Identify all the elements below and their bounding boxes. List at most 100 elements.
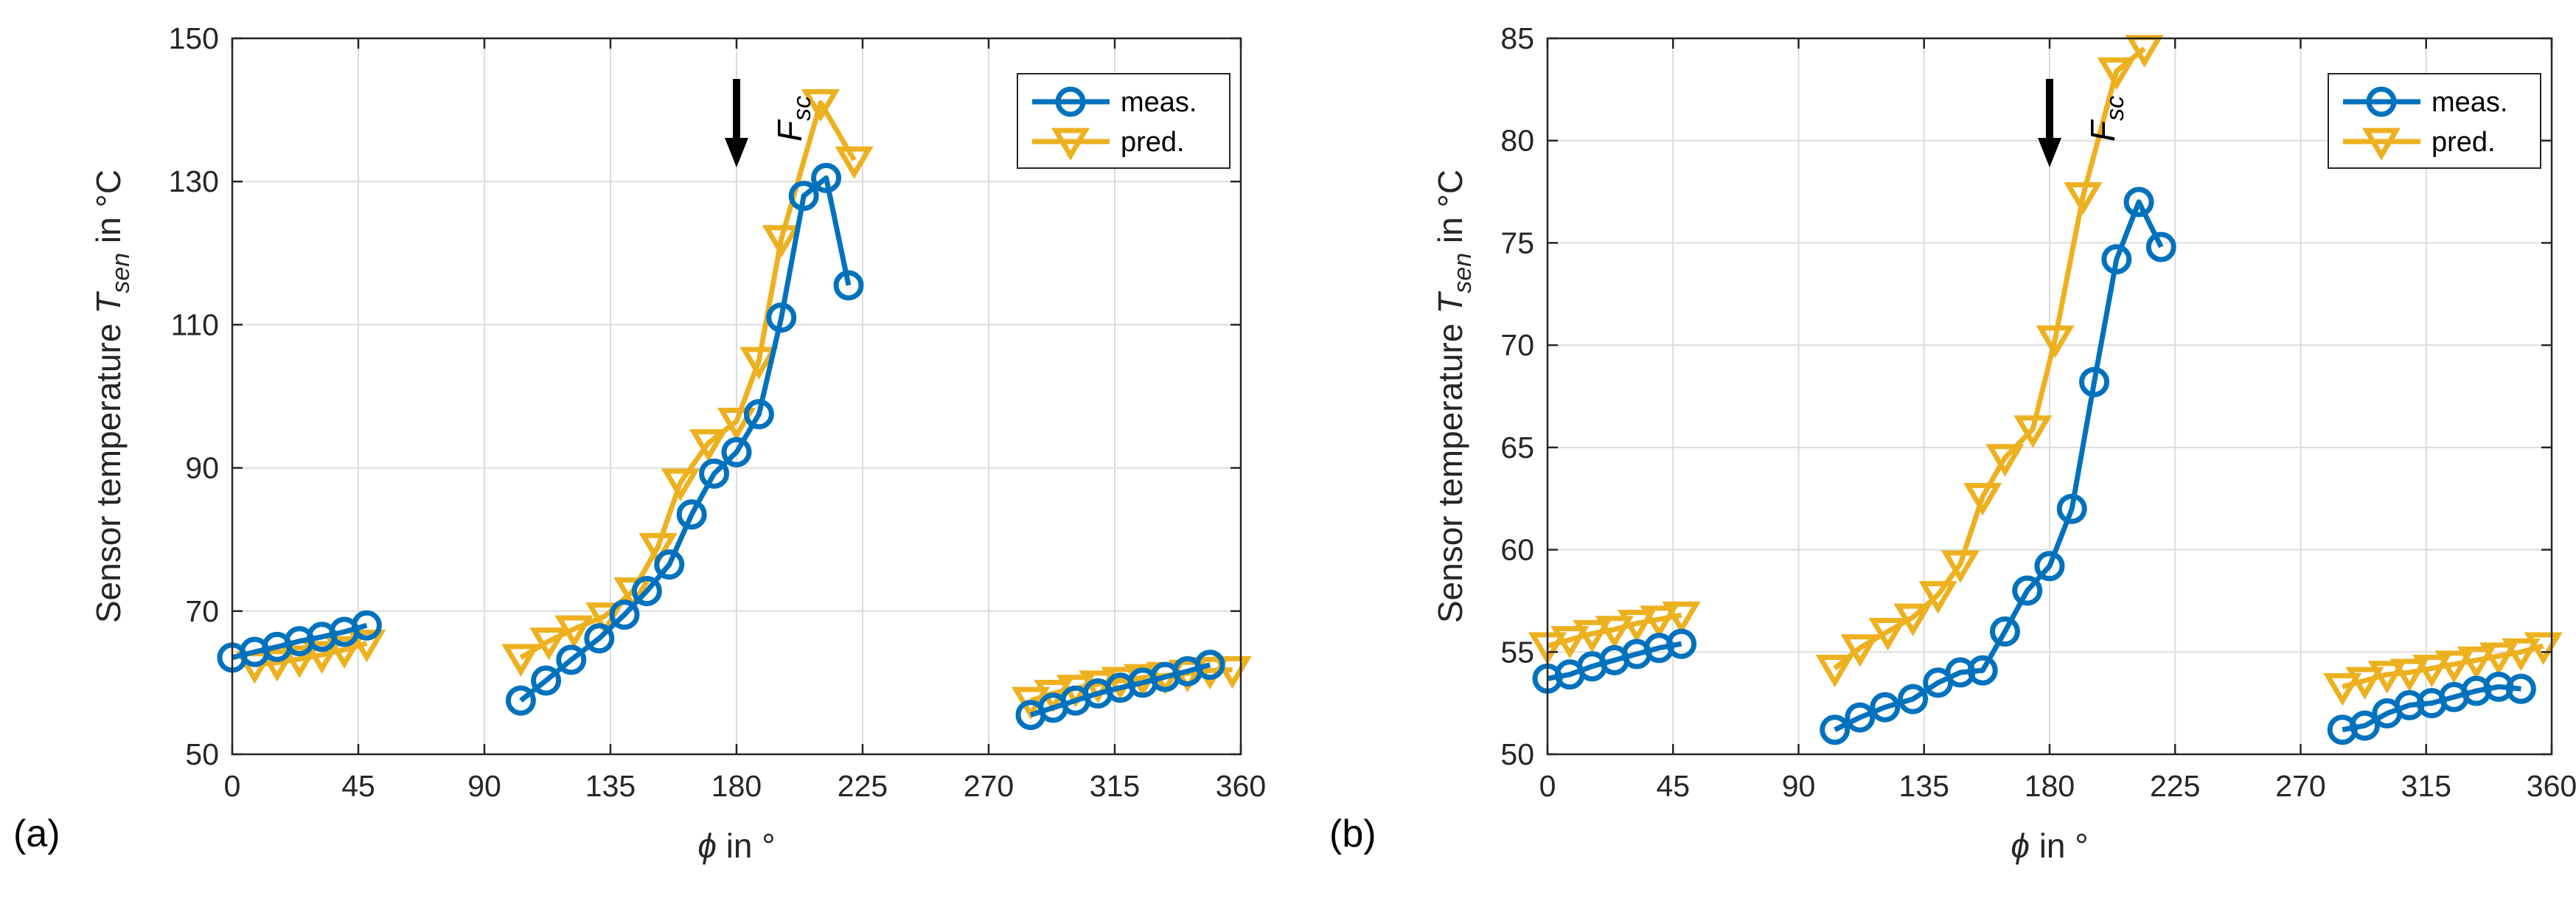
y-tick-label: 55 — [1500, 635, 1534, 669]
x-tick-label: 0 — [224, 769, 241, 803]
data-b — [1528, 35, 2563, 745]
data-a — [217, 88, 1252, 731]
data-point-pred — [801, 88, 840, 122]
y-tick-label: 50 — [1500, 737, 1534, 771]
data-point-pred — [2097, 57, 2136, 91]
legend-swatch-marker — [1051, 128, 1090, 161]
chart-panel-b: 0 45 90 135 180 225 270 315 3605055606570758085 … — [1329, 21, 2576, 865]
data-point-meas — [631, 576, 662, 607]
data-point-meas — [811, 162, 842, 193]
data-point-pred — [1550, 626, 1590, 659]
y-axis-label-b: Sensor temperature Tsen in °C — [1431, 170, 1477, 623]
y-tick-label: 90 — [185, 451, 219, 485]
data-point-pred — [2524, 632, 2563, 665]
series-meas-line-0 — [232, 622, 368, 661]
data-point-meas — [2012, 575, 2043, 606]
legend-label-meas-a: meas. — [1121, 87, 1197, 118]
data-point-pred — [1840, 634, 1879, 667]
data-point-meas — [556, 644, 587, 675]
series-meas-line-1 — [519, 175, 852, 703]
data-point-pred — [1893, 603, 1932, 637]
y-tick-label: 130 — [169, 164, 219, 198]
data-point-pred — [1940, 550, 1980, 583]
data-point-meas — [743, 399, 774, 430]
data-point-meas — [1870, 692, 1901, 723]
x-tick-label: 225 — [2150, 769, 2200, 803]
panel-label-a: (a) — [13, 813, 60, 855]
x-tick-label: 180 — [711, 769, 762, 803]
x-tick-label: 270 — [2275, 769, 2325, 803]
legend-swatch-marker — [2361, 128, 2401, 161]
data-point-pred — [1595, 616, 1634, 649]
data-point-pred — [529, 627, 568, 661]
y-tick-label: 75 — [1500, 226, 1534, 260]
ticks-a: 0 45 90 135 180 225 270 315 360 50 70 90 110 130 150 — [169, 21, 1267, 803]
data-point-pred — [1617, 609, 1657, 643]
data-point-meas — [1845, 702, 1876, 733]
series-meas-line-0 — [1547, 641, 1682, 681]
data-point-pred — [2502, 638, 2541, 672]
data-point-pred — [324, 636, 364, 669]
down-arrow-icon — [725, 79, 748, 167]
data-point-meas — [1820, 714, 1851, 745]
x-tick-label: 315 — [2401, 769, 2451, 803]
data-point-pred — [280, 645, 319, 678]
data-point-meas — [654, 549, 685, 580]
data-point-pred — [2367, 661, 2406, 694]
data-point-meas — [609, 599, 640, 630]
data-point-pred — [2323, 672, 2362, 706]
data-point-pred — [1213, 655, 1252, 689]
legend-label-pred-b: pred. — [2431, 127, 2496, 158]
series-pred-line-0 — [1547, 612, 1682, 649]
data-point-pred — [2345, 667, 2384, 700]
data-point-pred — [1815, 654, 1854, 688]
y-tick-label: 150 — [169, 21, 219, 55]
data-point-pred — [739, 347, 779, 380]
y-tick-label: 110 — [171, 307, 219, 341]
data-point-pred — [1868, 618, 1907, 651]
data-point-meas — [833, 270, 864, 301]
x-tick-label: 180 — [2025, 769, 2075, 803]
x-tick-label: 90 — [467, 769, 501, 803]
legend-a: meas. pred. — [1017, 73, 1230, 169]
data-point-meas — [676, 499, 707, 530]
data-point-pred — [1963, 482, 2002, 516]
series-pred-line-1 — [1833, 46, 2146, 671]
ticks-b: 0 45 90 135 180 225 270 315 360 50 55 60 65 70 75 80 85 — [1500, 21, 2576, 803]
x-tick-label: 315 — [1090, 769, 1140, 803]
y-tick-label: 65 — [1500, 431, 1534, 465]
down-arrow-icon — [2038, 79, 2061, 167]
legend-label-meas-b: meas. — [2431, 87, 2507, 118]
legend-item-meas-a: meas. — [1032, 86, 1197, 118]
series-meas-line-2 — [2342, 683, 2521, 733]
data-point-pred — [1918, 581, 1957, 614]
y-tick-label: 70 — [185, 594, 219, 628]
y-axis-label-a: Sensor temperature Tsen in °C — [89, 170, 135, 623]
x-tick-label: 360 — [2527, 769, 2576, 803]
data-point-meas — [531, 665, 562, 696]
data-point-pred — [2013, 415, 2053, 448]
data-point-pred — [2036, 325, 2075, 358]
data-point-meas — [1898, 683, 1929, 714]
data-point-pred — [613, 577, 652, 610]
data-point-pred — [2434, 650, 2474, 683]
fsc-label-a: Fsc — [770, 96, 816, 142]
data-point-pred — [661, 468, 700, 501]
data-point-pred — [257, 649, 296, 682]
data-point-pred — [638, 532, 678, 566]
data-point-pred — [2457, 646, 2496, 680]
data-point-meas — [2056, 493, 2087, 524]
data-point-meas — [505, 685, 536, 716]
fsc-label-b: Fsc — [2084, 96, 2129, 142]
data-point-pred — [2389, 658, 2429, 692]
data-point-meas — [2034, 551, 2065, 582]
data-point-pred — [302, 641, 341, 674]
data-point-pred — [501, 644, 540, 677]
data-point-meas — [1194, 650, 1225, 681]
data-point-pred — [1662, 601, 1701, 635]
x-axis-label-a: ϕ in ° — [697, 827, 775, 865]
legend-swatch-marker — [1055, 86, 1086, 117]
data-point-meas — [2123, 187, 2154, 218]
legend-label-pred-a: pred. — [1121, 127, 1185, 158]
series-meas-line-1 — [1834, 199, 2164, 732]
